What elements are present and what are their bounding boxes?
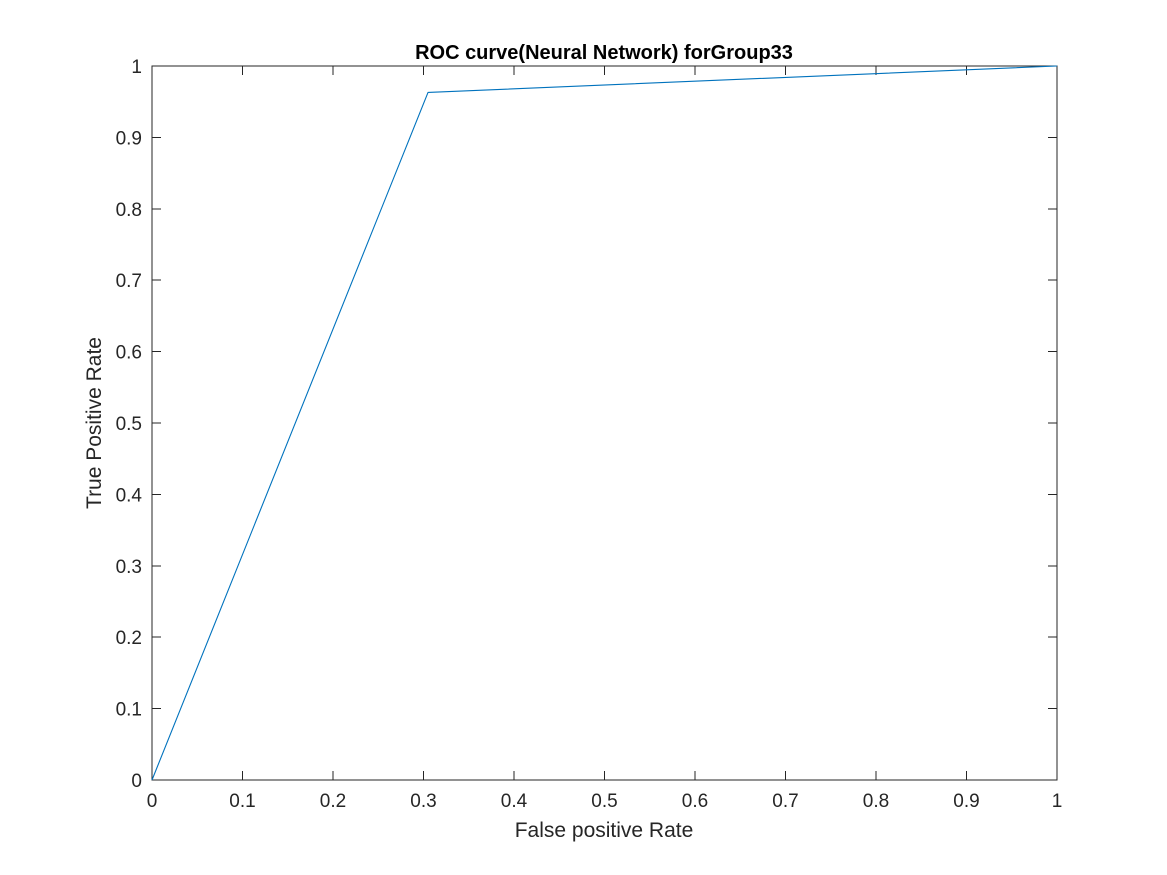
x-tick-label: 0.5 <box>591 791 617 812</box>
y-tick-label: 0.8 <box>116 200 142 221</box>
y-tick-label: 0 <box>131 771 142 792</box>
y-tick-label: 0.5 <box>116 414 142 435</box>
x-tick-label: 0.6 <box>682 791 708 812</box>
chart-title: ROC curve(Neural Network) forGroup33 <box>415 42 793 64</box>
y-tick-label: 0.7 <box>116 271 142 292</box>
y-tick-label: 0.1 <box>116 700 142 721</box>
y-tick-label: 0.6 <box>116 343 142 364</box>
x-tick-label: 0.8 <box>863 791 889 812</box>
y-axis-title: True Positive Rate <box>83 337 106 509</box>
x-tick-label: 0.1 <box>229 791 255 812</box>
series-layer <box>151 65 1058 781</box>
roc-curve-line <box>151 65 1058 781</box>
y-tick-label: 0.2 <box>116 628 142 649</box>
x-tick-label: 0.3 <box>410 791 436 812</box>
x-tick-label: 0.4 <box>501 791 528 812</box>
x-axis-title: False positive Rate <box>515 819 694 842</box>
x-tick-label: 0.9 <box>953 791 979 812</box>
y-tick-label: 0.9 <box>116 128 142 149</box>
y-tick-label: 0.3 <box>116 557 142 578</box>
y-tick-label: 0.4 <box>116 485 143 506</box>
axes-box <box>151 65 1058 781</box>
axes-frame <box>151 65 1058 781</box>
x-tick-label: 0.2 <box>320 791 346 812</box>
y-tick-label: 1 <box>131 57 142 78</box>
x-tick-label: 0 <box>147 791 158 812</box>
x-tick-label: 1 <box>1052 791 1063 812</box>
y-axis-ticks: 0 0.1 0.2 0.3 0.4 0.5 0.6 0.7 0.8 0.9 1 <box>116 57 1057 792</box>
x-tick-label: 0.7 <box>772 791 798 812</box>
x-axis-ticks: 0 0.1 0.2 0.3 0.4 0.5 0.6 0.7 0.8 0.9 1 <box>147 66 1063 812</box>
